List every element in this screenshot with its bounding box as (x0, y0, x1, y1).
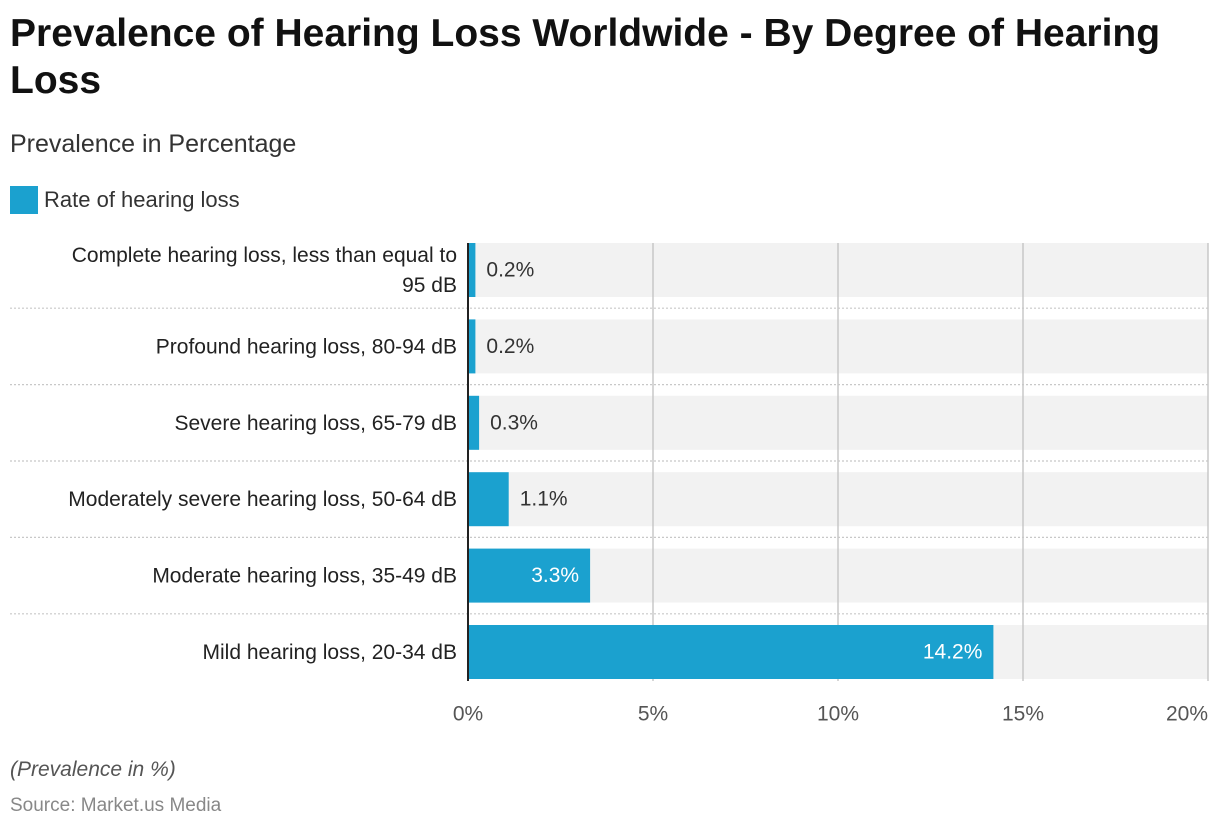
category-label-line: Profound hearing loss, 80-94 dB (156, 335, 457, 358)
data-label: 3.3% (531, 564, 579, 587)
bar (468, 548, 591, 603)
chart-note: (Prevalence in %) (10, 758, 176, 781)
bar (468, 319, 476, 374)
bar (468, 472, 509, 527)
chart-subtitle: Prevalence in Percentage (10, 130, 297, 158)
category-label: Profound hearing loss, 80-94 dB (156, 335, 457, 358)
category-label-line: Moderate hearing loss, 35-49 dB (152, 564, 457, 587)
x-tick-label: 10% (817, 703, 859, 726)
data-label: 0.2% (486, 259, 534, 282)
legend-label: Rate of hearing loss (44, 187, 240, 212)
category-label-line: Severe hearing loss, 65-79 dB (174, 411, 457, 434)
data-label: 0.3% (490, 411, 538, 434)
bar (468, 625, 994, 679)
legend: Rate of hearing loss (10, 186, 240, 214)
x-tick-label: 20% (1166, 703, 1208, 726)
category-label: Severe hearing loss, 65-79 dB (174, 411, 457, 434)
category-label-line: Complete hearing loss, less than equal t… (72, 244, 457, 267)
category-label: Complete hearing loss, less than equal t… (72, 244, 457, 297)
data-label: 1.1% (520, 488, 568, 511)
category-label-line: Mild hearing loss, 20-34 dB (203, 641, 457, 664)
category-label: Moderately severe hearing loss, 50-64 dB (68, 488, 457, 511)
legend-swatch (10, 186, 38, 214)
x-tick-label: 15% (1002, 703, 1044, 726)
category-label-line: Moderately severe hearing loss, 50-64 dB (68, 488, 457, 511)
data-label: 0.2% (486, 335, 534, 358)
data-label: 14.2% (923, 641, 983, 664)
chart-title: Prevalence of Hearing Loss Worldwide - B… (10, 12, 1161, 102)
x-tick-label: 0% (453, 703, 483, 726)
bar (468, 243, 476, 297)
category-label-line: 95 dB (402, 274, 457, 297)
bar (468, 395, 480, 450)
category-label: Moderate hearing loss, 35-49 dB (152, 564, 457, 587)
x-tick-label: 5% (638, 703, 668, 726)
category-label: Mild hearing loss, 20-34 dB (203, 641, 457, 664)
source-label: Source: Market.us Media (10, 795, 222, 816)
